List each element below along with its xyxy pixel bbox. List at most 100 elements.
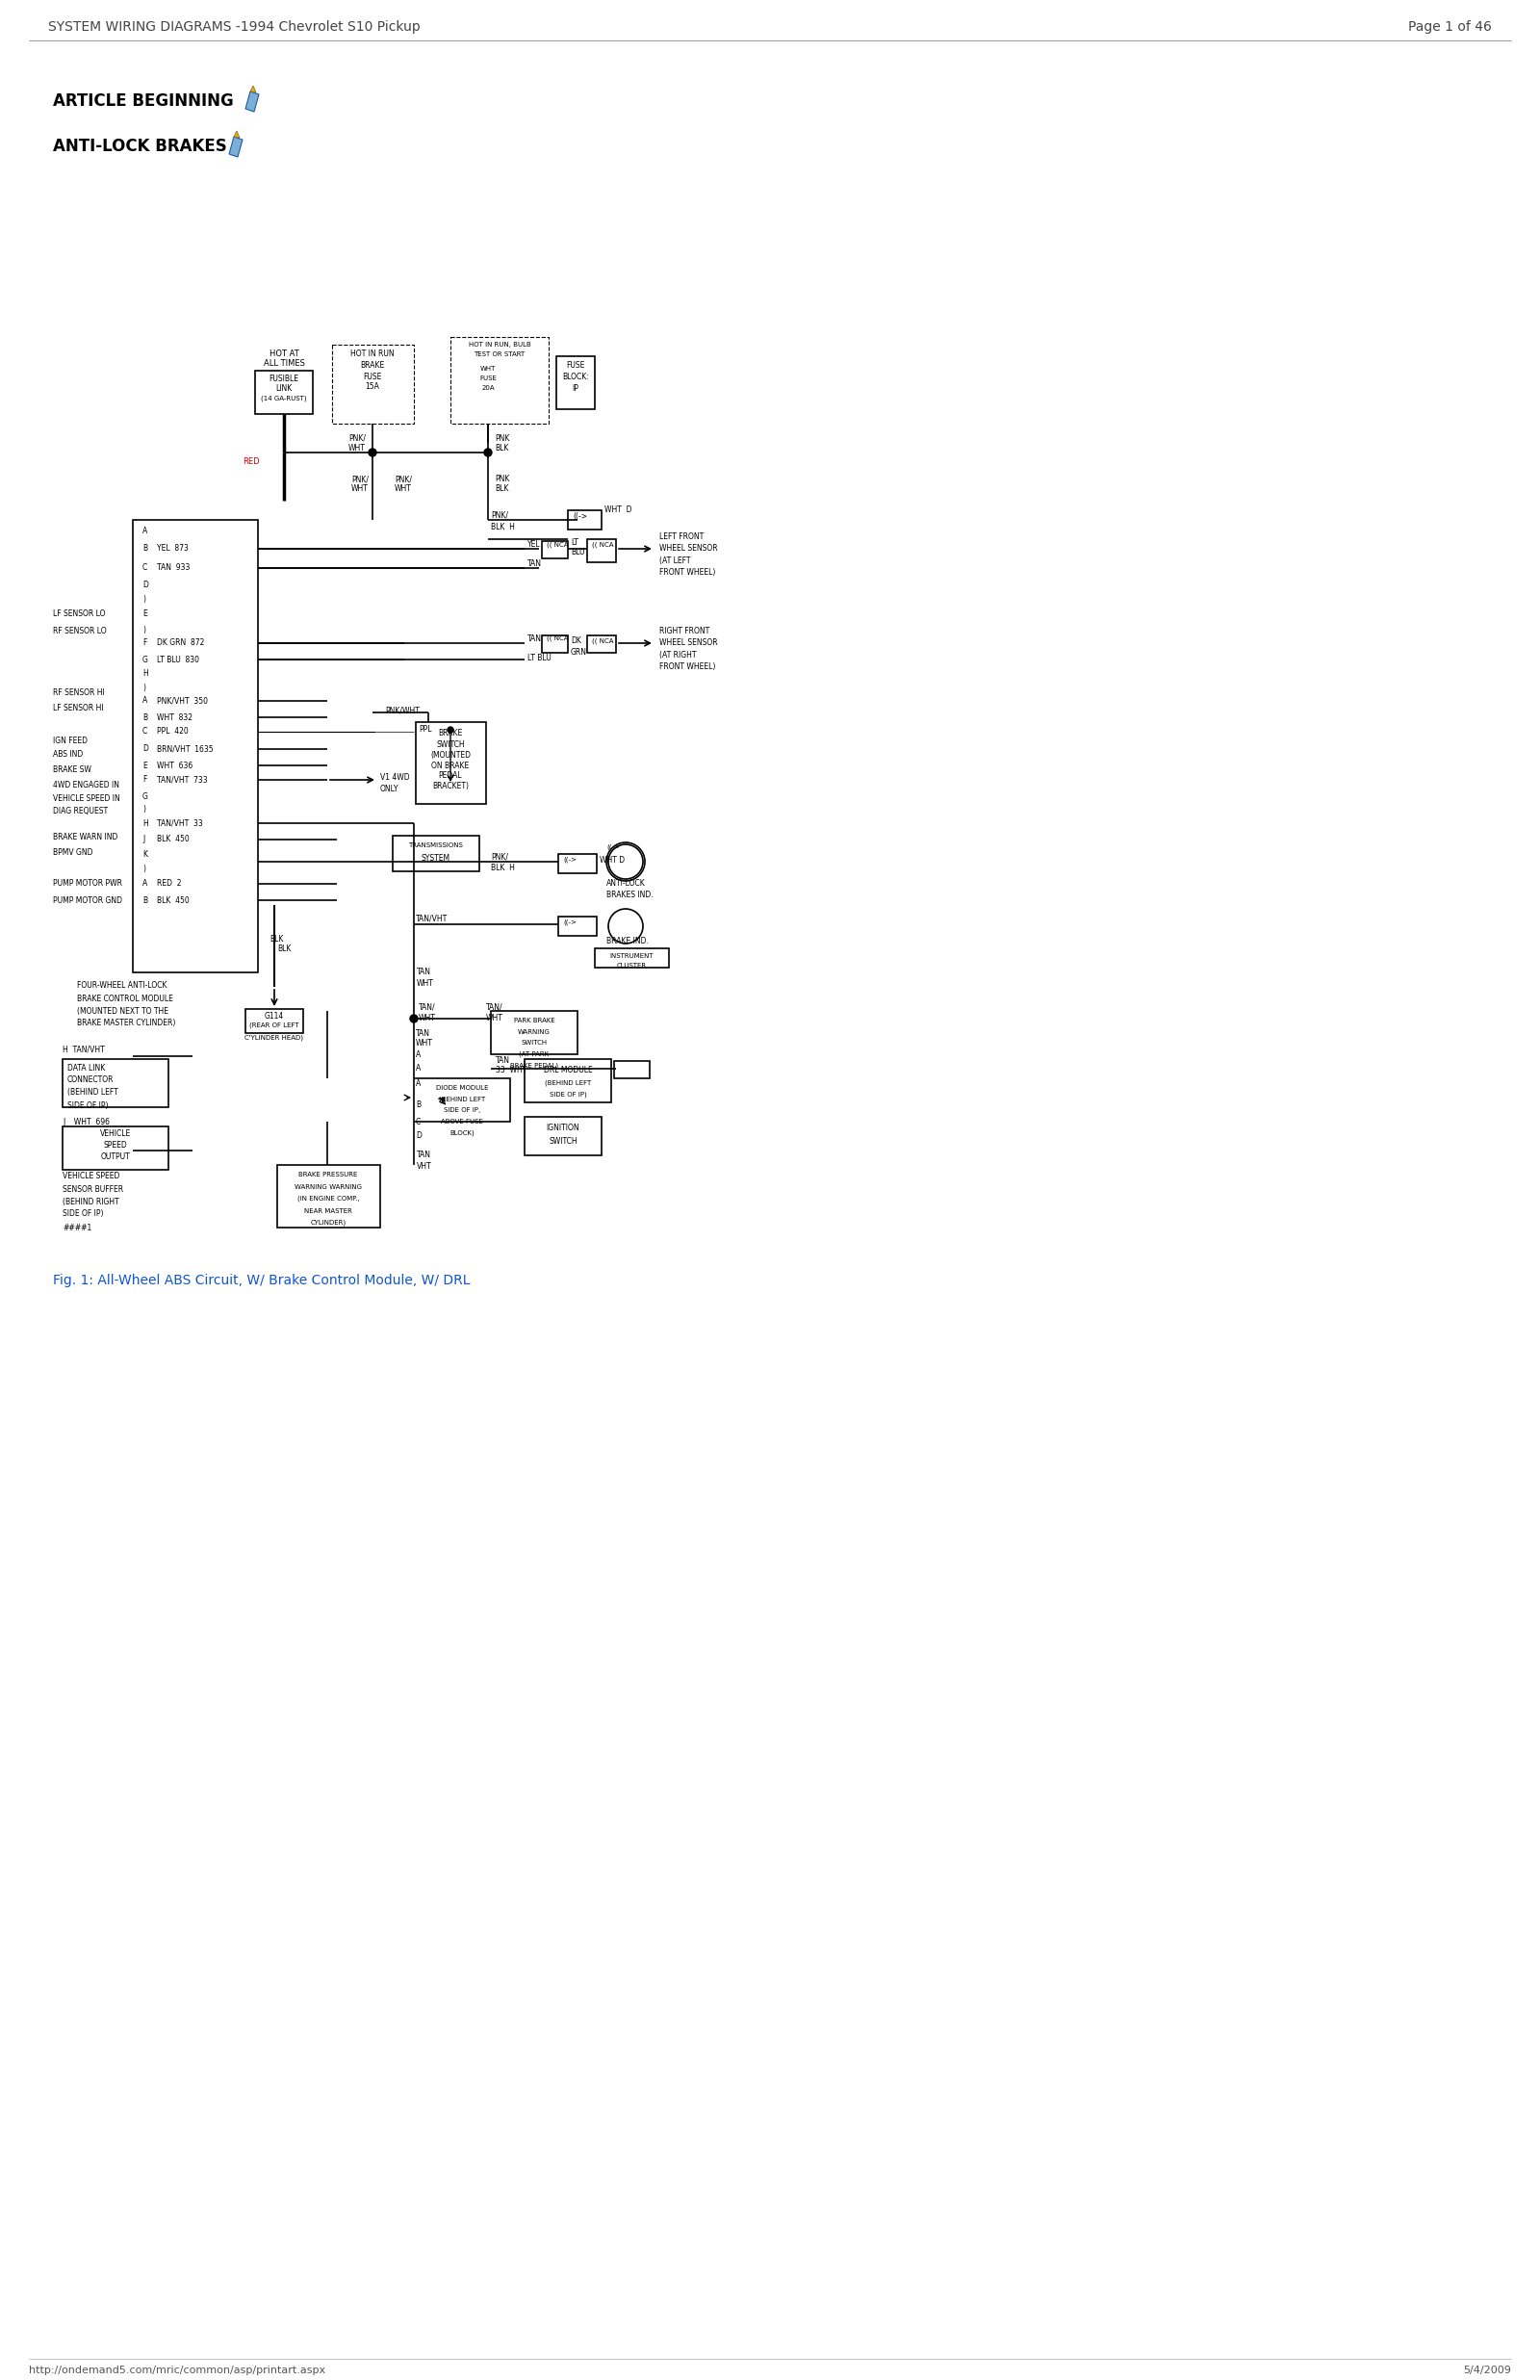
Text: B: B	[142, 714, 148, 721]
Text: A: A	[416, 1050, 420, 1059]
Polygon shape	[245, 90, 259, 112]
Text: CLUSTER: CLUSTER	[616, 964, 647, 969]
Circle shape	[410, 1014, 417, 1023]
Bar	[587, 635, 616, 652]
Text: BLK: BLK	[277, 945, 291, 952]
Text: HOT IN RUN, BULB: HOT IN RUN, BULB	[468, 343, 531, 347]
Text: BLK  450: BLK 450	[157, 895, 189, 904]
Text: FRONT WHEEL): FRONT WHEEL)	[659, 662, 716, 671]
Text: B: B	[142, 545, 148, 552]
Text: WHT: WHT	[351, 486, 368, 493]
Bar	[450, 338, 548, 424]
Text: F: F	[142, 776, 146, 783]
Text: V1 4WD: V1 4WD	[380, 774, 410, 783]
Text: BLOCK:: BLOCK:	[562, 374, 588, 381]
Text: PNK: PNK	[494, 476, 510, 483]
Text: YEL: YEL	[527, 540, 541, 547]
Bar	[333, 345, 414, 424]
Bar	[614, 1061, 650, 1078]
Bar	[557, 916, 598, 935]
Text: PNK/: PNK/	[351, 476, 368, 483]
Text: C'YLINDER HEAD): C'YLINDER HEAD)	[245, 1035, 303, 1040]
Circle shape	[368, 450, 376, 457]
Text: WHT: WHT	[487, 1014, 504, 1023]
Text: OUTPUT: OUTPUT	[100, 1152, 131, 1161]
Polygon shape	[229, 136, 243, 157]
Bar	[594, 947, 668, 969]
Text: SWITCH: SWITCH	[548, 1138, 578, 1145]
Text: RED: RED	[243, 457, 260, 466]
Text: WHT  D: WHT D	[604, 507, 631, 514]
Text: TAN: TAN	[527, 633, 542, 643]
Text: TAN/VHT: TAN/VHT	[416, 914, 448, 923]
Text: BLK: BLK	[494, 443, 508, 452]
Text: TAN: TAN	[496, 1057, 510, 1066]
Bar	[393, 835, 479, 871]
Circle shape	[484, 450, 491, 457]
Text: H: H	[142, 819, 148, 828]
Text: J    WHT  696: J WHT 696	[63, 1116, 109, 1126]
Text: TRANSMISSIONS: TRANSMISSIONS	[408, 843, 464, 847]
Text: ONLY: ONLY	[380, 785, 399, 795]
Text: (14 GA-RUST): (14 GA-RUST)	[260, 395, 306, 402]
Text: TAN: TAN	[417, 1152, 431, 1159]
Text: ((->: ((->	[573, 512, 587, 521]
Bar	[277, 1164, 380, 1228]
Text: BLK  H: BLK H	[491, 524, 514, 533]
Text: VEHICLE: VEHICLE	[100, 1130, 131, 1138]
Text: ABS IND: ABS IND	[52, 750, 83, 759]
Text: ((->: ((->	[607, 845, 619, 850]
Text: (MOUNTED: (MOUNTED	[430, 750, 471, 759]
Text: WHT: WHT	[480, 367, 496, 371]
Text: TEST OR START: TEST OR START	[474, 352, 525, 357]
Bar	[63, 1059, 168, 1107]
Text: A: A	[142, 697, 148, 704]
Text: (BEHIND LEFT: (BEHIND LEFT	[439, 1097, 485, 1102]
Bar	[491, 1012, 578, 1054]
Text: ((->: ((->	[564, 919, 576, 926]
Text: WHT D: WHT D	[599, 854, 625, 864]
Text: LF SENSOR HI: LF SENSOR HI	[52, 704, 103, 712]
Text: (AT LEFT: (AT LEFT	[659, 557, 690, 564]
Text: ALL TIMES: ALL TIMES	[263, 359, 305, 369]
Text: (( NCA: (( NCA	[591, 638, 613, 645]
Text: SENSOR BUFFER: SENSOR BUFFER	[63, 1185, 123, 1192]
Text: BRAKE IND.: BRAKE IND.	[607, 938, 648, 945]
Bar	[256, 371, 313, 414]
Text: LT BLU: LT BLU	[527, 652, 551, 662]
Text: BRAKES IND.: BRAKES IND.	[607, 890, 653, 900]
Text: SWITCH: SWITCH	[436, 740, 465, 750]
Text: VEHICLE SPEED: VEHICLE SPEED	[63, 1173, 120, 1180]
Text: PEDAL: PEDAL	[439, 771, 462, 781]
Text: PNK: PNK	[494, 433, 510, 443]
Text: WARNING WARNING: WARNING WARNING	[294, 1185, 362, 1190]
Text: ): )	[142, 595, 145, 602]
Text: G: G	[142, 655, 148, 664]
Text: FRONT WHEEL): FRONT WHEEL)	[659, 566, 716, 576]
Text: FUSE: FUSE	[567, 362, 585, 371]
Text: VHT: VHT	[417, 1161, 431, 1171]
Bar	[132, 519, 259, 973]
Text: PNK/: PNK/	[348, 433, 367, 443]
Text: (( NCA: (( NCA	[547, 543, 568, 547]
Text: INSTRUMENT: INSTRUMENT	[610, 952, 653, 959]
Text: BPMV GND: BPMV GND	[52, 847, 92, 857]
Text: D: D	[142, 745, 148, 754]
Text: PPL  420: PPL 420	[157, 728, 188, 735]
Text: WHT: WHT	[417, 981, 434, 988]
Text: GRN: GRN	[571, 647, 587, 657]
Text: ): )	[142, 804, 145, 814]
Bar	[587, 540, 616, 562]
Text: (( NCA: (( NCA	[547, 635, 568, 643]
Text: 20A: 20A	[482, 386, 494, 390]
Text: ANTI-LOCK: ANTI-LOCK	[607, 881, 645, 888]
Text: Fig. 1: All-Wheel ABS Circuit, W/ Brake Control Module, W/ DRL: Fig. 1: All-Wheel ABS Circuit, W/ Brake …	[52, 1273, 470, 1288]
Bar	[416, 721, 487, 804]
Bar	[568, 509, 602, 528]
Text: BRAKE CONTROL MODULE: BRAKE CONTROL MODULE	[77, 995, 172, 1002]
Text: FUSE: FUSE	[363, 371, 382, 381]
Text: FUSIBLE: FUSIBLE	[270, 374, 299, 383]
Text: TAN: TAN	[417, 969, 431, 976]
Bar	[557, 854, 598, 873]
Text: SIDE OF IP,: SIDE OF IP,	[444, 1107, 480, 1114]
